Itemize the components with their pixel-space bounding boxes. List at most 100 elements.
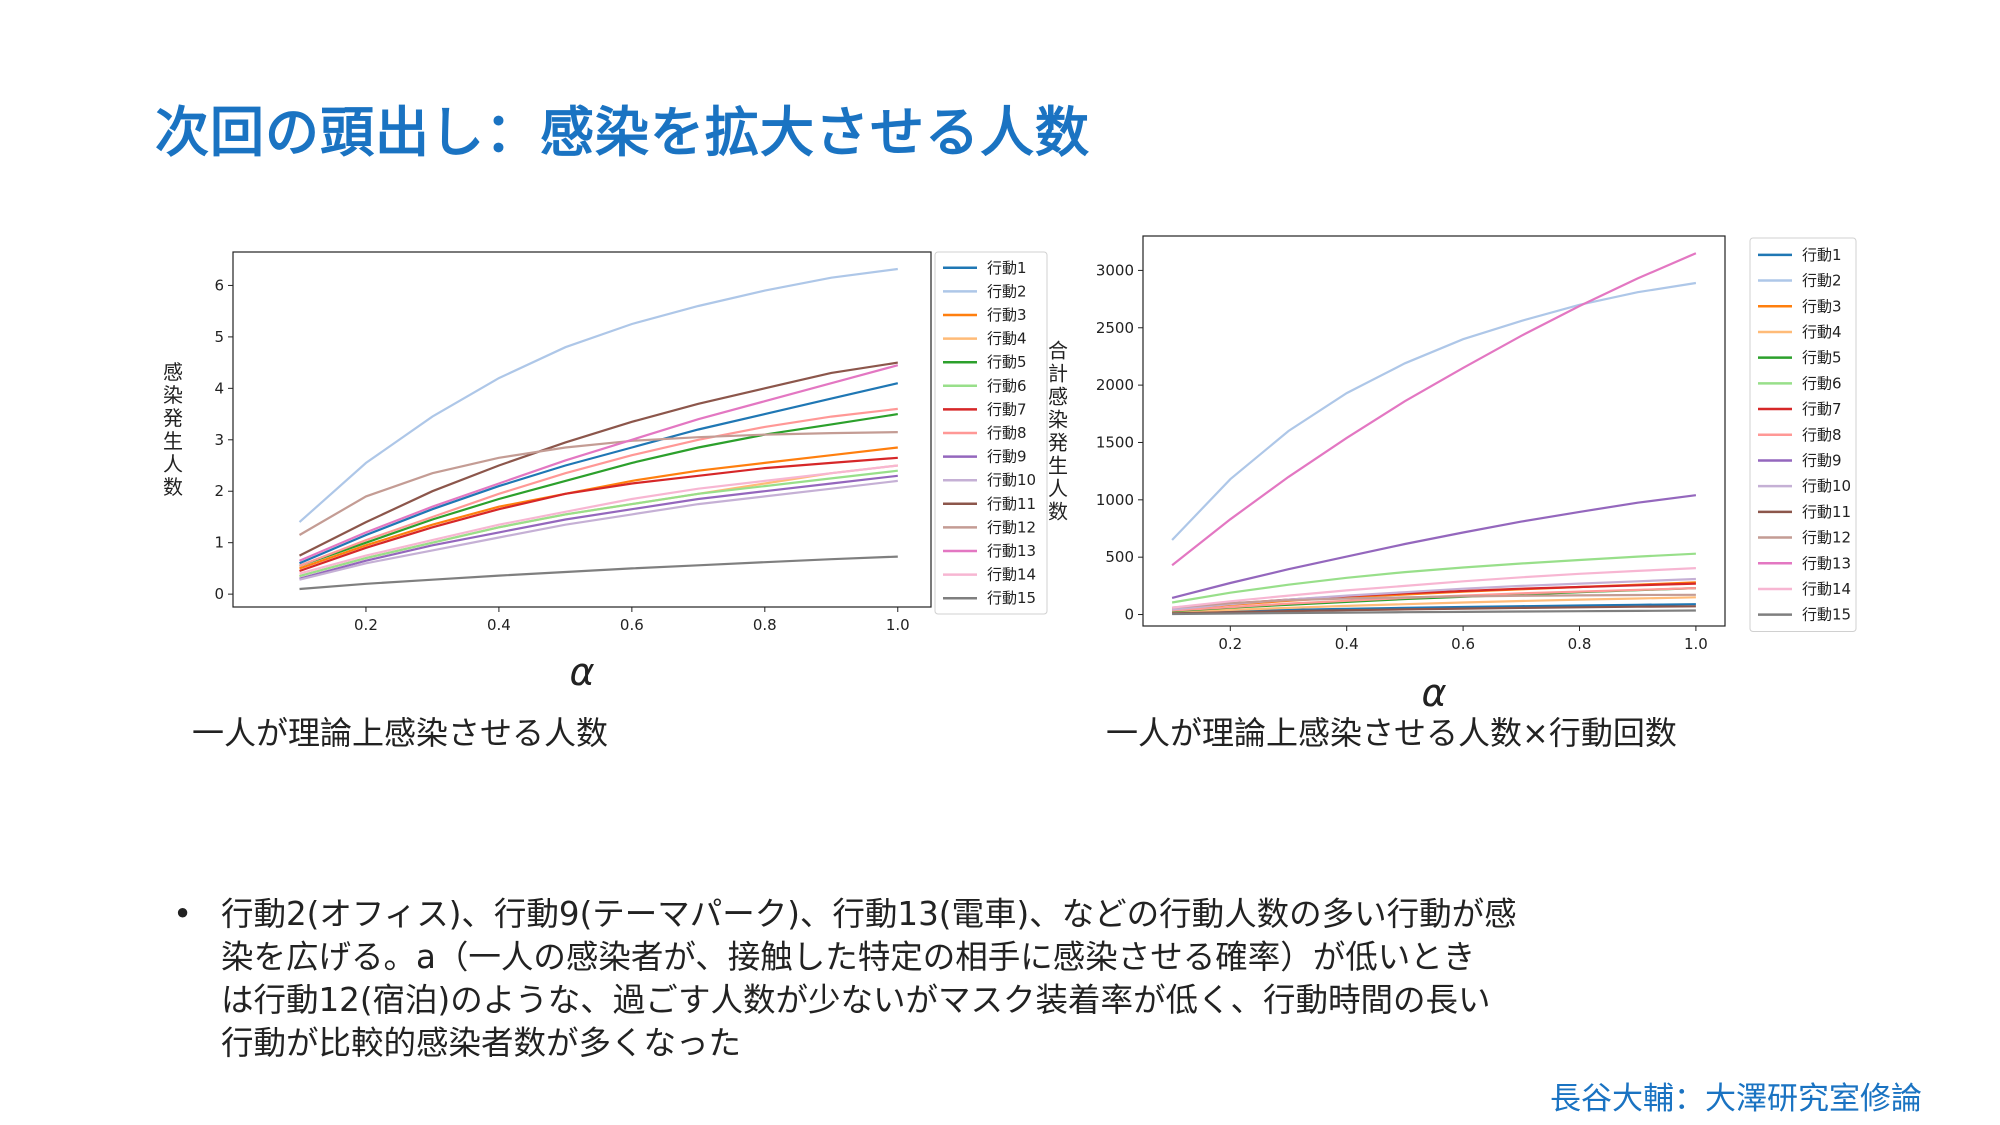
series-line-15 xyxy=(1172,609,1696,616)
legend-label: 行動14 xyxy=(1802,580,1851,598)
series-line-10 xyxy=(299,479,898,581)
legend-label: 行動8 xyxy=(987,424,1027,442)
legend-label: 行動5 xyxy=(987,353,1027,371)
legend-label: 行動7 xyxy=(987,400,1027,418)
y-axis-label-char: 合 xyxy=(1048,338,1068,362)
y-tick-label: 2000 xyxy=(1096,376,1134,394)
legend-label: 行動14 xyxy=(987,566,1036,584)
x-tick-label: 1.0 xyxy=(1684,635,1708,653)
legend-label: 行動11 xyxy=(1802,503,1851,521)
legend-label: 行動4 xyxy=(987,330,1027,348)
legend-label: 行動9 xyxy=(987,448,1027,466)
chart-infections-per-person: 0 1 2 3 4 5 6 0.2 0.4 0.6 0.8 1.0 感染発生人数 α 行動1 行動2 行動3 行動… xyxy=(163,251,1048,694)
y-axis-label-char: 人 xyxy=(1048,476,1068,500)
y-axis-label-char: 発 xyxy=(1048,430,1068,454)
x-tick-label: 1.0 xyxy=(886,616,910,634)
series-line-15 xyxy=(299,555,898,591)
y-axis-label-char: 感 xyxy=(1048,384,1068,408)
bullet-point: • 行動2(オフィス)、行動9(テーマパーク)、行動13(電車)、などの行動人数… xyxy=(165,893,1885,1065)
x-axis-label: α xyxy=(1421,671,1446,715)
y-axis-label-char: 人 xyxy=(163,452,183,476)
bullet-line: は行動12(宿泊)のような、過ごす人数が少ないがマスク装着率が低く、行動時間の長… xyxy=(221,981,1491,1019)
series-line-6 xyxy=(1171,552,1696,604)
y-axis-label-char: 感 xyxy=(163,360,183,384)
series-line-12 xyxy=(1172,593,1696,609)
series-line-12 xyxy=(298,431,898,536)
legend-label: 行動3 xyxy=(987,306,1027,324)
legend-label: 行動2 xyxy=(1802,272,1842,290)
legend-label: 行動1 xyxy=(1802,246,1842,264)
legend-label: 行動10 xyxy=(1802,477,1851,495)
y-axis-label-char: 染 xyxy=(1048,407,1068,431)
series-line-5 xyxy=(299,413,898,567)
plot-frame xyxy=(1142,235,1726,627)
legend-label: 行動12 xyxy=(1802,529,1851,547)
y-axis-label-char: 数 xyxy=(1048,499,1068,523)
y-tick-label: 1000 xyxy=(1096,491,1134,509)
y-tick-label: 1 xyxy=(214,534,224,552)
series-line-4 xyxy=(1172,596,1696,614)
x-tick-label: 0.4 xyxy=(1335,635,1359,653)
y-tick-label: 0 xyxy=(214,585,224,603)
x-tick-label: 0.6 xyxy=(1451,635,1475,653)
plot-frame xyxy=(232,251,932,608)
series-line-7 xyxy=(299,456,898,573)
y-axis-label: 合計感染発生人数 xyxy=(1048,338,1068,523)
y-tick-label: 4 xyxy=(214,379,224,397)
series-line-11 xyxy=(1172,605,1696,615)
x-axis-label: α xyxy=(569,650,594,694)
x-tick-label: 0.2 xyxy=(354,616,378,634)
y-axis-label-char: 染 xyxy=(163,383,183,407)
x-tick-label: 0.2 xyxy=(1218,635,1242,653)
series-line-1 xyxy=(299,382,899,565)
bullet-text: 行動2(オフィス)、行動9(テーマパーク)、行動13(電車)、などの行動人数の多… xyxy=(221,893,1885,1065)
series-line-6 xyxy=(299,469,898,578)
legend-label: 行動1 xyxy=(987,259,1027,277)
bullet-line: 行動2(オフィス)、行動9(テーマパーク)、行動13(電車)、などの行動人数の多… xyxy=(221,895,1517,933)
series-line-8 xyxy=(299,407,898,567)
y-tick-label: 500 xyxy=(1105,548,1134,566)
y-axis-label-char: 生 xyxy=(163,429,183,453)
legend-label: 行動6 xyxy=(987,377,1027,395)
y-axis-label-char: 生 xyxy=(1048,453,1068,477)
y-axis-label-char: 数 xyxy=(163,475,183,499)
series-line-2 xyxy=(1171,281,1697,541)
y-axis-label: 感染発生人数 xyxy=(163,360,183,499)
y-axis-label-char: 計 xyxy=(1048,361,1068,385)
y-tick-label: 1500 xyxy=(1096,433,1134,451)
legend-label: 行動15 xyxy=(987,589,1036,607)
bullet-marker: • xyxy=(173,895,193,933)
chart-total-infections: 0 500 1000 1500 2000 2500 3000 0.2 0.4 0.6 0.8 1.0 合… xyxy=(1048,235,1857,715)
legend-label: 行動3 xyxy=(1802,297,1842,315)
series-line-11 xyxy=(299,361,898,557)
legend-label: 行動15 xyxy=(1802,606,1851,624)
legend-label: 行動8 xyxy=(1802,426,1842,444)
bullet-line: 行動が比較的感染者数が多くなった xyxy=(221,1024,742,1062)
y-tick-label: 3 xyxy=(214,431,224,449)
legend-label: 行動4 xyxy=(1802,323,1842,341)
x-tick-label: 0.4 xyxy=(487,616,511,634)
y-tick-label: 6 xyxy=(214,276,224,294)
legend-label: 行動5 xyxy=(1802,349,1842,367)
legend-box xyxy=(934,251,1048,615)
series-line-2 xyxy=(298,267,898,523)
legend-label: 行動10 xyxy=(987,471,1036,489)
legend-label: 行動12 xyxy=(987,518,1036,536)
x-tick-label: 0.8 xyxy=(1568,635,1592,653)
legend-label: 行動13 xyxy=(987,542,1036,560)
x-tick-label: 0.8 xyxy=(753,616,777,634)
legend-label: 行動2 xyxy=(987,282,1027,300)
chart-left-caption: 一人が理論上感染させる人数 xyxy=(192,714,609,752)
y-tick-label: 3000 xyxy=(1096,261,1134,279)
series-line-13 xyxy=(299,364,899,562)
chart-right-caption: 一人が理論上感染させる人数×行動回数 xyxy=(1106,714,1677,752)
x-tick-label: 0.6 xyxy=(620,616,644,634)
legend-label: 行動11 xyxy=(987,495,1036,513)
series-line-3 xyxy=(299,446,898,570)
legend-label: 行動7 xyxy=(1802,400,1842,418)
series-line-14 xyxy=(1171,567,1696,609)
series-line-9 xyxy=(299,474,898,580)
bullet-line: 染を広げる。a（一人の感染者が、接触した特定の相手に感染させる確率）が低いとき xyxy=(221,938,1476,976)
series-line-14 xyxy=(299,464,898,575)
legend-box xyxy=(1749,237,1857,632)
